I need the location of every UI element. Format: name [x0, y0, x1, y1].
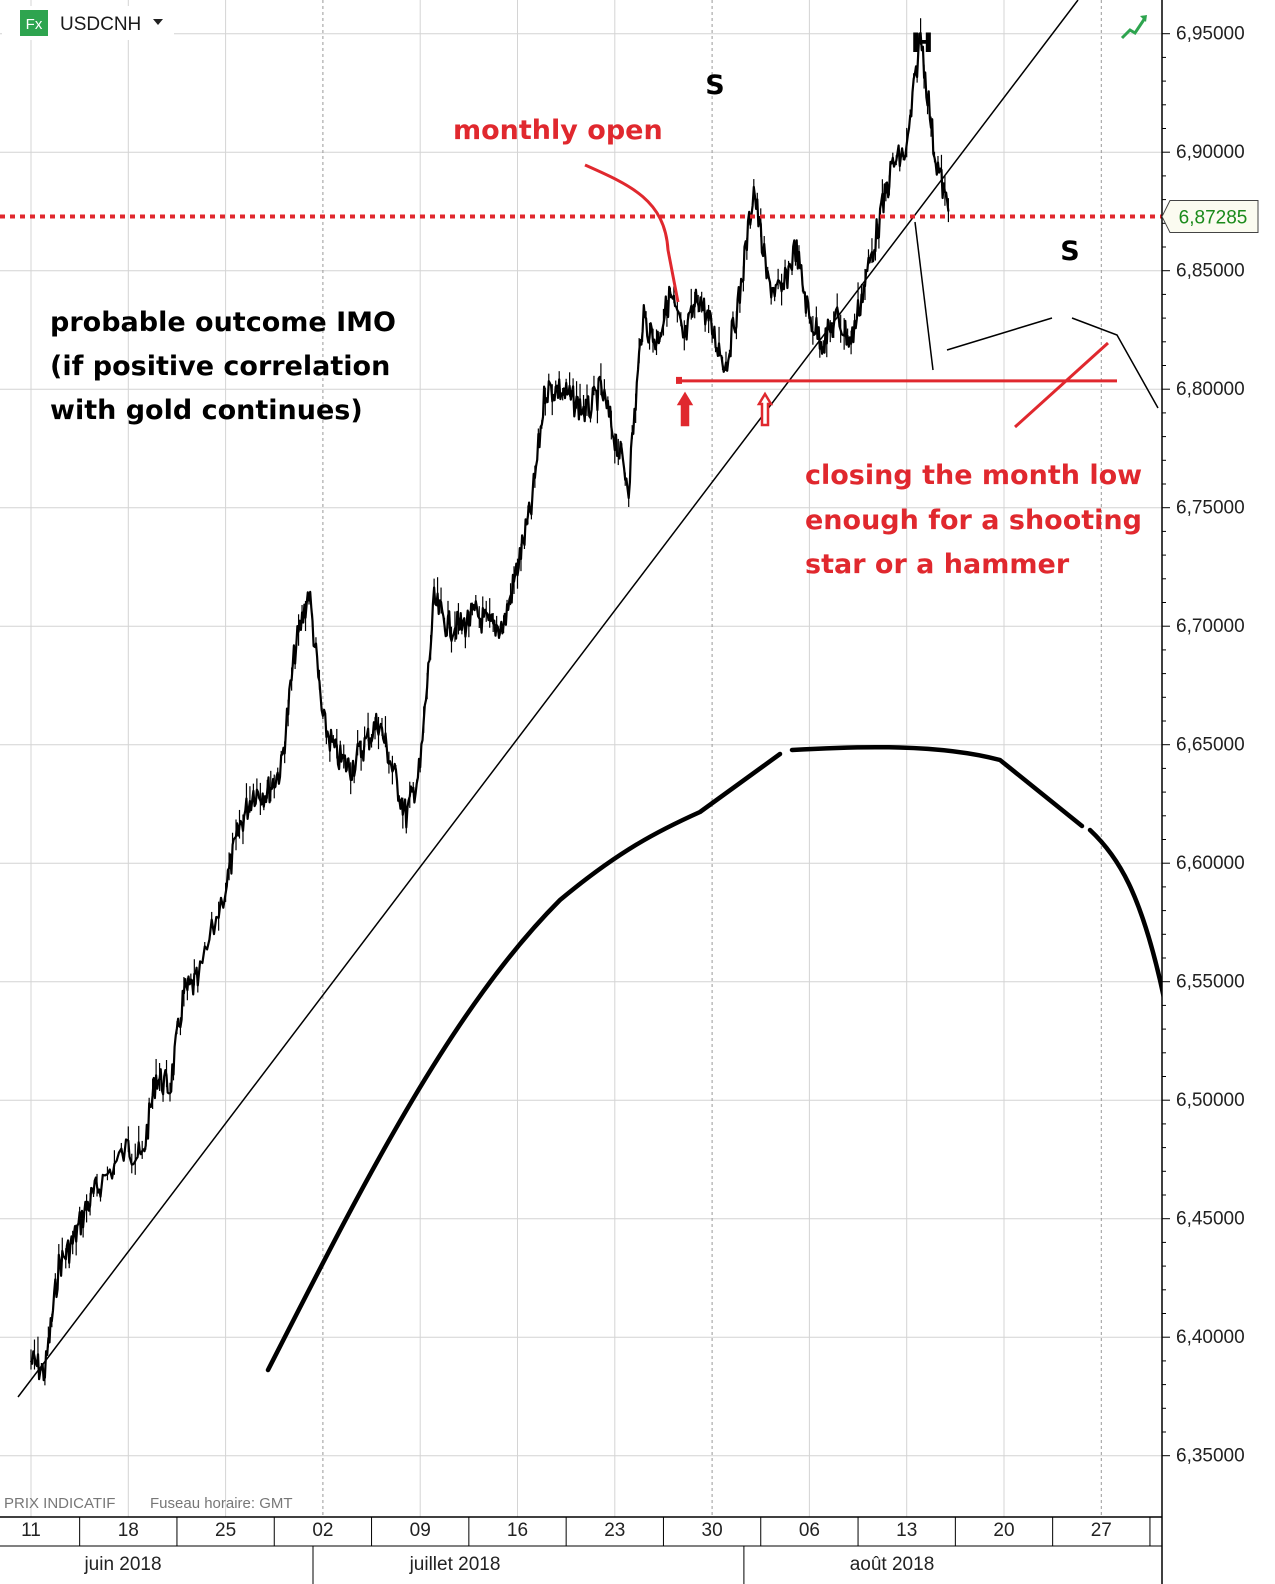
closing-note-line-2: enough for a shooting: [805, 505, 1142, 536]
gold-curve-segment-1: [265, 751, 783, 1373]
x-tick-label: 20: [993, 1520, 1014, 1541]
closing-note-line-3: star or a hammer: [805, 549, 1070, 580]
uptrend-line: [17, 0, 1079, 1398]
closing-note-line-1: closing the month low: [805, 460, 1142, 491]
y-tick-label: 6,60000: [1176, 853, 1245, 874]
symbol-selector[interactable]: Fx USDCNH: [2, 6, 174, 40]
fx-badge-label: Fx: [26, 16, 43, 33]
y-tick-label: 6,50000: [1176, 1090, 1245, 1111]
month-label: août 2018: [850, 1554, 935, 1575]
x-tick-label: 06: [799, 1520, 820, 1541]
shoulder-left-label: S: [705, 70, 724, 101]
y-tick-label: 6,65000: [1176, 735, 1245, 756]
month-label: juillet 2018: [409, 1554, 501, 1575]
up-arrow-icon: [676, 391, 694, 427]
price-tag-box: [1161, 200, 1259, 234]
y-tick-label: 6,85000: [1176, 261, 1245, 282]
x-tick-label: 30: [702, 1520, 723, 1541]
y-tick-label: 6,75000: [1176, 498, 1245, 519]
symbol-label: USDCNH: [60, 14, 141, 35]
monthly-open-note: monthly open: [453, 115, 663, 146]
up-arrow-icon: [756, 391, 774, 427]
x-tick-label: 27: [1091, 1520, 1112, 1541]
month-label: juin 2018: [83, 1554, 161, 1575]
outcome-note-line-2: (if positive correlation: [50, 351, 390, 382]
trend-up-icon[interactable]: [1120, 15, 1147, 40]
price-series: [29, 18, 950, 1386]
x-tick-label: 13: [896, 1520, 917, 1541]
shoulder-right-label: S: [1060, 236, 1079, 267]
x-tick-label: 02: [312, 1520, 333, 1541]
y-tick-label: 6,90000: [1176, 142, 1245, 163]
projection-leg-1: [914, 221, 934, 371]
y-tick-label: 6,35000: [1176, 1446, 1245, 1467]
x-tick-label: 11: [21, 1520, 41, 1541]
red-projection-line: [1013, 341, 1110, 429]
outcome-note-line-3: with gold continues): [50, 395, 363, 426]
caret-down-icon[interactable]: [153, 19, 163, 25]
y-tick-label: 6,40000: [1176, 1327, 1245, 1348]
y-axis: 6,95000 6,90000 6,85000 6,80000 6,75000 6,700…: [1162, 24, 1245, 1467]
projection-leg-3: [1071, 317, 1159, 409]
y-tick-label: 6,80000: [1176, 379, 1245, 400]
price-tag-label: 6,87285: [1179, 208, 1248, 229]
x-tick-label: 23: [604, 1520, 625, 1541]
timezone-label: Fuseau horaire: GMT: [150, 1495, 293, 1512]
trendlines: [17, 0, 1159, 1398]
current-price-tag: 6,87285: [1161, 200, 1259, 234]
y-tick-label: 6,70000: [1176, 616, 1245, 637]
monthly-open-pointer: [584, 163, 680, 303]
y-tick-label: 6,55000: [1176, 972, 1245, 993]
outcome-note-line-1: probable outcome IMO: [50, 307, 396, 338]
x-axis: 11 18 25 02 09 16 23 30 06 13 20 27 juin 2018 juillet…: [0, 1516, 1162, 1584]
fx-badge: [20, 10, 48, 36]
support-line-start: [676, 376, 682, 384]
y-tick-label: 6,95000: [1176, 24, 1245, 45]
price-type-label: PRIX INDICATIF: [4, 1495, 115, 1512]
projection-leg-2: [946, 317, 1053, 351]
x-tick-label: 16: [507, 1520, 528, 1541]
x-tick-label: 25: [215, 1520, 236, 1541]
y-axis-panel: [1162, 0, 1275, 1584]
head-label: H: [911, 28, 934, 59]
y-tick-label: 6,45000: [1176, 1209, 1245, 1230]
x-tick-label: 18: [118, 1520, 139, 1541]
x-tick-label: 09: [410, 1520, 431, 1541]
gold-curve-segment-2: [789, 744, 1085, 829]
plot-area: [0, 0, 1162, 1517]
